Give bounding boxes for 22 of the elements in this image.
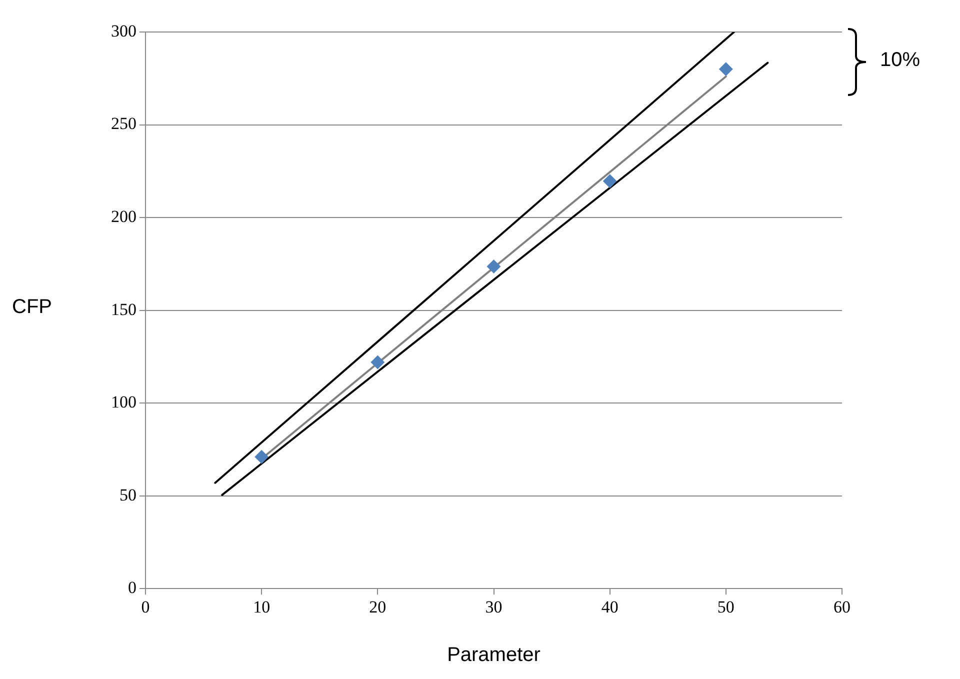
x-axis-title: Parameter: [446, 644, 542, 667]
y-tick-label: 100: [111, 392, 136, 412]
y-tick-label: 250: [111, 114, 136, 134]
point: [254, 450, 269, 464]
y-tick-label: 200: [111, 207, 136, 226]
x-tick-label: 30: [485, 597, 502, 616]
x-tick-label: 0: [141, 597, 150, 616]
x-tick-label: 10: [253, 597, 270, 616]
x-tick-label: 50: [717, 597, 734, 616]
y-tick-label: 150: [111, 300, 136, 319]
point: [486, 260, 501, 274]
x-tick-label: 40: [601, 597, 618, 616]
point: [370, 355, 385, 370]
point: [602, 174, 617, 188]
y-tick-label: 300: [111, 21, 136, 40]
y-tick-label: 50: [120, 485, 136, 504]
point: [718, 62, 733, 76]
y-axis-title: CFP: [12, 296, 52, 320]
x-tick-label: 60: [834, 597, 850, 616]
y-tick-label: 0: [128, 578, 136, 598]
text: 10%: [880, 49, 920, 72]
x-tick-label: 20: [369, 597, 386, 616]
